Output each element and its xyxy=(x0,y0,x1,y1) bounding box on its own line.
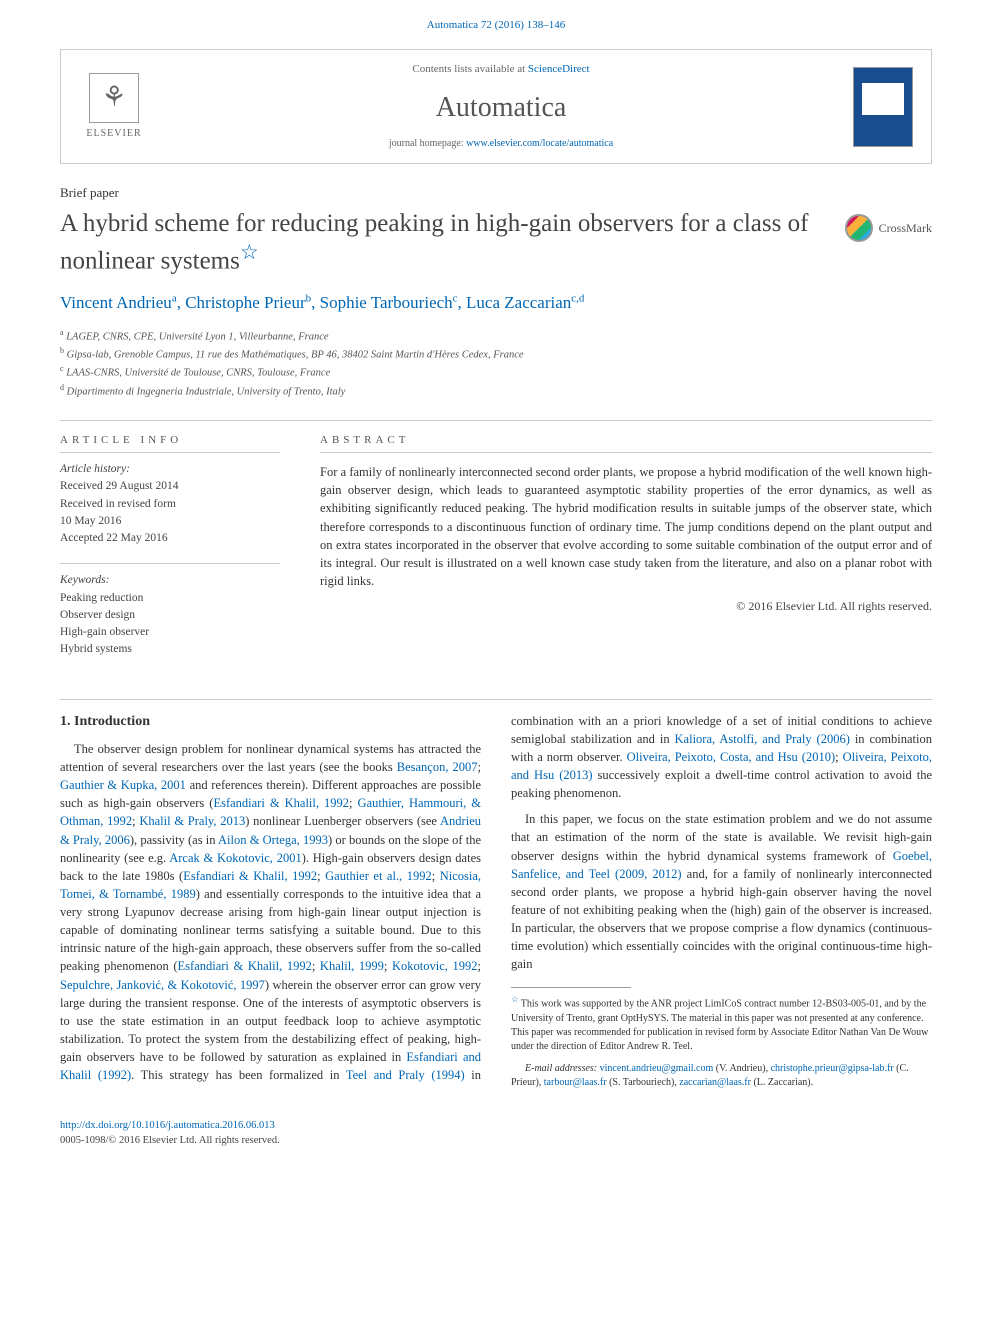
paper-type: Brief paper xyxy=(60,184,932,202)
footnote-block: ☆ This work was supported by the ANR pro… xyxy=(511,994,932,1089)
contents-line: Contents lists available at ScienceDirec… xyxy=(149,62,853,77)
ref-link[interactable]: Oliveira, Peixoto, Costa, and Hsu (2010) xyxy=(627,750,836,764)
title-text: A hybrid scheme for reducing peaking in … xyxy=(60,210,808,275)
keyword: High-gain observer xyxy=(60,626,149,638)
ref-link[interactable]: Ailon & Ortega, 1993 xyxy=(218,833,328,847)
body-text: 1. Introduction The observer design prob… xyxy=(60,712,932,1091)
affiliation: c LAAS-CNRS, Université de Toulouse, CNR… xyxy=(60,363,932,381)
journal-cover-thumb xyxy=(853,67,913,147)
ref-link[interactable]: Sepulchre, Janković, & Kokotović, 1997 xyxy=(60,978,265,992)
journal-name: Automatica xyxy=(149,88,853,127)
affiliations: a LAGEP, CNRS, CPE, Université Lyon 1, V… xyxy=(60,327,932,400)
crossmark-label: CrossMark xyxy=(879,220,932,237)
homepage-prefix: journal homepage: xyxy=(389,138,466,149)
keyword: Hybrid systems xyxy=(60,643,132,655)
keyword: Observer design xyxy=(60,609,135,621)
email-link[interactable]: vincent.andrieu@gmail.com xyxy=(600,1063,714,1074)
email-label: E-mail addresses: xyxy=(525,1063,597,1074)
paragraph: In this paper, we focus on the state est… xyxy=(511,810,932,973)
article-info-label: ARTICLE INFO xyxy=(60,433,280,448)
email-link[interactable]: zaccarian@laas.fr xyxy=(679,1077,751,1088)
article-history: Article history: Received 29 August 2014… xyxy=(60,452,280,547)
keywords-label: Keywords: xyxy=(60,574,109,586)
homepage-line: journal homepage: www.elsevier.com/locat… xyxy=(149,137,853,151)
journal-masthead: ⚘ ELSEVIER Contents lists available at S… xyxy=(60,49,932,164)
publisher-name: ELSEVIER xyxy=(86,127,141,141)
ref-link[interactable]: Esfandiari & Khalil, 1992 xyxy=(183,869,317,883)
abstract-text: For a family of nonlinearly interconnect… xyxy=(320,452,932,590)
citation-link[interactable]: Automatica 72 (2016) 138–146 xyxy=(427,19,565,31)
section-heading: 1. Introduction xyxy=(60,712,481,732)
keywords-block: Keywords: Peaking reduction Observer des… xyxy=(60,563,280,658)
ref-link[interactable]: Teel and Praly (1994) xyxy=(346,1068,465,1082)
elsevier-tree-icon: ⚘ xyxy=(89,73,139,123)
homepage-link[interactable]: www.elsevier.com/locate/automatica xyxy=(466,138,613,149)
crossmark-icon xyxy=(845,214,873,242)
authors: Vincent Andrieua, Christophe Prieurb, So… xyxy=(60,291,932,315)
footnote-separator xyxy=(511,987,631,988)
contents-prefix: Contents lists available at xyxy=(412,63,527,75)
author-link[interactable]: Vincent Andrieu xyxy=(60,293,172,312)
received-date: Received 29 August 2014 xyxy=(60,480,179,492)
revised-label: Received in revised form xyxy=(60,498,176,510)
abstract-column: ABSTRACT For a family of nonlinearly int… xyxy=(320,433,932,675)
revised-date: 10 May 2016 xyxy=(60,515,121,527)
ref-link[interactable]: Arcak & Kokotovic, 2001 xyxy=(169,851,301,865)
affiliation: d Dipartimento di Ingegneria Industriale… xyxy=(60,382,932,400)
divider xyxy=(60,420,932,421)
email-link[interactable]: christophe.prieur@gipsa-lab.fr xyxy=(771,1063,894,1074)
accepted-date: Accepted 22 May 2016 xyxy=(60,532,168,544)
keyword: Peaking reduction xyxy=(60,592,143,604)
funding-footnote: This work was supported by the ANR proje… xyxy=(511,999,928,1052)
ref-link[interactable]: Besançon, 2007 xyxy=(397,760,478,774)
history-label: Article history: xyxy=(60,463,130,475)
title-footnote-star: ☆ xyxy=(240,240,259,264)
author-link[interactable]: Sophie Tarbouriech xyxy=(320,293,453,312)
ref-link[interactable]: Gauthier & Kupka, 2001 xyxy=(60,778,186,792)
journal-center: Contents lists available at ScienceDirec… xyxy=(149,62,853,151)
ref-link[interactable]: Esfandiari & Khalil, 1992 xyxy=(178,959,312,973)
copyright-line: © 2016 Elsevier Ltd. All rights reserved… xyxy=(320,598,932,615)
divider xyxy=(60,699,932,700)
abstract-label: ABSTRACT xyxy=(320,433,932,448)
ref-link[interactable]: Khalil, 1999 xyxy=(320,959,384,973)
email-link[interactable]: tarbour@laas.fr xyxy=(544,1077,607,1088)
affiliation: b Gipsa-lab, Grenoble Campus, 11 rue des… xyxy=(60,345,932,363)
crossmark-badge[interactable]: CrossMark xyxy=(845,214,932,242)
issn-line: 0005-1098/© 2016 Elsevier Ltd. All right… xyxy=(60,1135,280,1146)
ref-link[interactable]: Gauthier et al., 1992 xyxy=(325,869,432,883)
article-info-column: ARTICLE INFO Article history: Received 2… xyxy=(60,433,280,675)
ref-link[interactable]: Khalil & Praly, 2013 xyxy=(139,814,245,828)
page-header: Automatica 72 (2016) 138–146 xyxy=(0,0,992,41)
doi-link[interactable]: http://dx.doi.org/10.1016/j.automatica.2… xyxy=(60,1120,275,1131)
paper-title: A hybrid scheme for reducing peaking in … xyxy=(60,208,825,277)
sciencedirect-link[interactable]: ScienceDirect xyxy=(528,63,590,75)
ref-link[interactable]: Kokotovic, 1992 xyxy=(392,959,478,973)
doi-footer: http://dx.doi.org/10.1016/j.automatica.2… xyxy=(0,1111,992,1168)
author-link[interactable]: Christophe Prieur xyxy=(185,293,305,312)
ref-link[interactable]: Esfandiari & Khalil, 1992 xyxy=(213,796,349,810)
author-link[interactable]: Luca Zaccarian xyxy=(466,293,571,312)
publisher-logo: ⚘ ELSEVIER xyxy=(79,67,149,147)
affiliation: a LAGEP, CNRS, CPE, Université Lyon 1, V… xyxy=(60,327,932,345)
ref-link[interactable]: Kaliora, Astolfi, and Praly (2006) xyxy=(675,732,850,746)
